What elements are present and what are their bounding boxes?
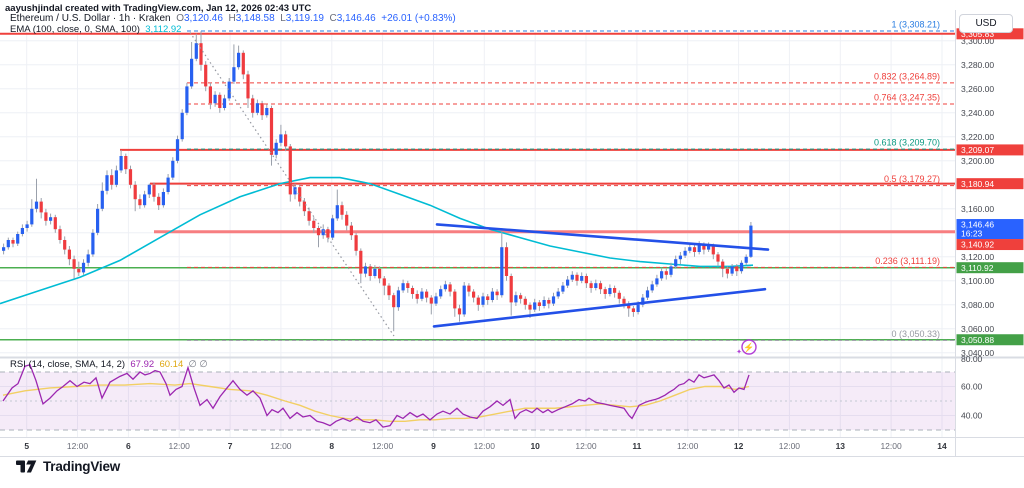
price-axis-labels: 3,305.833,209.073,180.943,146.4616:233,1… [956,28,1024,346]
fib-level-label: 0.236 (3,111.19) [875,256,940,266]
price-label-box: 3,050.88 [961,335,994,345]
candlestick-series [2,31,753,332]
time-axis-tick: 7 [228,441,233,451]
pane-separators [0,10,1024,457]
rsi-axis-tick: 80.00 [961,354,983,364]
tradingview-logo-icon [16,460,37,473]
price-label-box: 3,209.07 [961,145,994,155]
fib-retracement[interactable]: 1 (3,308.21) 0.832 (3,264.89) 0.764 (3,247… [187,19,955,341]
rsi-axis-tick: 60.00 [961,382,983,392]
time-axis-tick: 12:00 [169,441,191,451]
rsi-band [0,371,955,431]
price-axis-tick: 3,300.00 [961,36,994,46]
time-axis-tick: 12:00 [880,441,902,451]
fib-level-label: 0.832 (3,264.89) [874,71,940,81]
rsi-sma-value: 60.14 [159,359,184,370]
change-value: +26.01 (+0.83%) [381,13,456,24]
price-label-box: 3,110.92 [961,263,994,273]
fib-level-label: 0.5 (3,179.27) [884,174,940,184]
attribution-text: aayushjindal created with TradingView.co… [5,3,312,14]
high-value: 3,148.58 [235,13,275,24]
time-axis-tick: 12:00 [67,441,89,451]
close-label: C [329,13,337,24]
trendlines[interactable] [189,32,770,337]
price-axis-tick: 3,160.00 [961,204,994,214]
time-axis-tick: 6 [126,441,131,451]
price-axis-tick: 3,100.00 [961,276,994,286]
countdown-label: 16:23 [961,229,983,239]
rsi-value: 67.92 [130,359,155,370]
tradingview-logo-text: TradingView [43,459,121,474]
open-value: 3,120.46 [183,13,223,24]
time-axis-tick: 12:00 [575,441,597,451]
price-axis-tick: 3,220.00 [961,132,994,142]
crypto-sticker-icon[interactable]: ⚡✦ [736,339,757,356]
fib-level-label: 0.618 (3,209.70) [874,138,940,148]
price-label-box: 3,146.46 [961,220,994,230]
time-axis-tick: 12:00 [677,441,699,451]
rsi-lines [2,363,750,428]
rsi-axis-tick: 40.00 [961,411,983,421]
fib-level-label: 1 (3,308.21) [891,19,940,29]
open-label: O [176,13,184,24]
tradingview-logo[interactable]: TradingView [16,459,120,474]
price-axis-tick: 3,060.00 [961,324,994,334]
ema-line[interactable] [0,176,754,305]
low-value: 3,119.19 [285,13,324,24]
symbol-legend[interactable]: Ethereum / U.S. Dollar · 1h · Kraken O3,… [10,13,456,24]
price-axis-tick: 3,120.00 [961,252,994,262]
price-axis-tick: 3,040.00 [961,348,994,358]
time-axis-tick: 11 [632,441,641,451]
price-axis-tick: 3,080.00 [961,300,994,310]
horizontal-level-lines[interactable] [0,32,955,341]
time-axis-tick: 12 [734,441,744,451]
rsi-extra-values: ∅ ∅ [188,359,208,370]
ema-legend[interactable]: EMA (100, close, 0, SMA, 100) 3,112.92 [10,24,181,35]
time-axis-tick: 5 [24,441,29,451]
time-axis-tick: 12:00 [372,441,394,451]
time-axis-tick: 12:00 [270,441,292,451]
rsi-legend[interactable]: RSI (14, close, SMA, 14, 2) 67.92 60.14 … [10,359,208,370]
fib-level-label: 0 (3,050.33) [891,329,940,339]
time-axis-tick: 14 [937,441,947,451]
rsi-label: RSI (14, close, SMA, 14, 2) [10,359,126,370]
time-axis-tick: 12:00 [474,441,496,451]
price-label-box: 3,180.94 [961,179,994,189]
high-label: H [228,13,236,24]
time-axis-tick: 13 [836,441,846,451]
time-axis-tick: 8 [329,441,334,451]
price-label-box: 3,305.83 [961,29,994,39]
price-axis-tick: 3,280.00 [961,60,994,70]
symbol-title: Ethereum / U.S. Dollar · 1h · Kraken [10,13,171,24]
svg-text:✦: ✦ [736,348,742,356]
price-label-box: 3,140.92 [961,240,994,250]
svg-text:⚡: ⚡ [743,342,754,354]
price-axis-tick: 3,260.00 [961,84,994,94]
fib-level-label: 0.764 (3,247.35) [874,92,940,102]
price-axis[interactable]: 3,300.00 3,280.00 3,260.00 3,240.00 3,220.00… [961,36,994,421]
price-axis-tick: 3,240.00 [961,108,994,118]
currency-selector-button[interactable]: USD [959,14,1013,33]
time-axis-tick: 12:00 [779,441,801,451]
time-axis-tick: 9 [431,441,436,451]
time-axis-tick: 10 [530,441,540,451]
time-axis[interactable]: 5 12:00 6 12:00 7 12:00 8 12:00 9 12:00 10 12:00 11 1… [24,441,947,451]
low-label: L [280,13,286,24]
ema-value: 3,112.92 [145,24,182,35]
grid-lines [0,30,955,437]
ema-label: EMA (100, close, 0, SMA, 100) [10,24,140,35]
close-value: 3,146.46 [336,13,376,24]
price-axis-tick: 3,200.00 [961,156,994,166]
